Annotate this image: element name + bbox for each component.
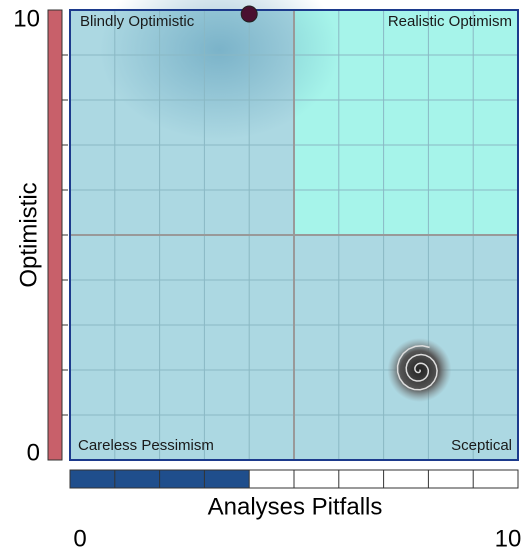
quadrant-label: Careless Pessimism [78,437,214,454]
plot-border [69,9,519,461]
swirl-arm [396,345,438,391]
x-axis-label: Analyses Pitfalls [208,493,383,520]
y-progress [47,9,68,461]
swirl-marker [387,338,452,402]
quadrant-label: Realistic Optimism [388,13,512,30]
x-tick-label: 0 [73,525,86,552]
y-bar-fill [47,9,63,461]
marker [240,5,258,23]
y-tick-label: 10 [13,5,40,32]
plot-area [69,0,519,461]
quadrant-label: Sceptical [451,437,512,454]
y-tick-label: 0 [27,439,40,466]
quadrant-label: Blindly Optimistic [80,13,195,30]
x-progress [69,469,519,489]
y-axis-label: Optimistic [15,182,42,287]
x-tick-label: 10 [495,525,522,552]
